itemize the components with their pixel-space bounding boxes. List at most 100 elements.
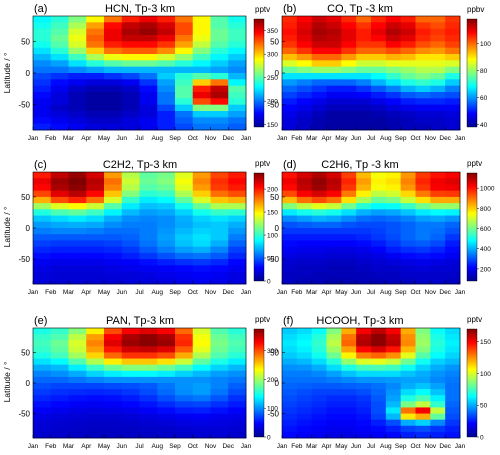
panel-d-cell: [326, 190, 342, 198]
panel-a-y-ticks: 50 0 -50: [18, 37, 36, 110]
panel-d-cell: [400, 209, 416, 216]
panel-a-cell: [192, 98, 211, 106]
panel-b-cell: [356, 104, 372, 112]
panel-a-cell: [139, 54, 158, 61]
panel-b-cell: [282, 85, 298, 93]
panel-a-cell: [33, 35, 52, 42]
panel-c-cell: [175, 265, 194, 272]
panel-a-cell: [175, 66, 194, 74]
panel-f-cell: [371, 358, 387, 366]
panel-e-cell: [68, 358, 87, 366]
panel-b-cell: [356, 79, 372, 87]
panel-a-cell: [210, 28, 229, 36]
panel-c-colorbar-tick-label: 0: [267, 279, 271, 286]
panel-c-cell: [210, 265, 229, 272]
panel-e-cell: [139, 352, 158, 359]
panel-a-cell: [121, 28, 140, 36]
panel-f-cell: [430, 431, 446, 439]
panel-f-title: HCOOH, Tp-3 km: [316, 315, 403, 327]
panel-e-cell: [192, 383, 211, 390]
panel-c-cell: [175, 178, 194, 185]
panel-b-cell: [371, 41, 387, 49]
panel-c-cell: [50, 172, 69, 179]
panel-e-cell: [210, 431, 229, 439]
panel-a-x-tick-label: Jan: [241, 135, 252, 142]
panel-b-cell: [326, 98, 342, 106]
panel-f-cell: [341, 413, 357, 421]
panel-f-cell: [311, 346, 327, 353]
panel-e-cell: [68, 407, 87, 414]
panel-e-cell: [33, 419, 52, 427]
panel-b-cell: [371, 123, 387, 131]
panel-d-colorbar-tick-label: 1000: [480, 186, 495, 193]
panel-b-cell: [282, 104, 298, 112]
panel-d-colorbar-tick-label: 600: [480, 226, 491, 233]
panel-b-cell: [326, 28, 342, 36]
panel-d-cell: [311, 277, 327, 285]
panel-c-cell: [192, 271, 211, 279]
panel-a-cell: [228, 54, 247, 61]
panel-b-cell: [430, 28, 446, 36]
panel-f-cell: [296, 407, 313, 414]
panel-a-cell: [86, 35, 105, 42]
panel-d-x-tick-label: Jan: [277, 289, 288, 296]
panel-a-colorbar-tick-label: 350: [267, 28, 278, 35]
panel-e-cell: [175, 425, 194, 433]
panel-a-cell: [228, 22, 247, 30]
panel-f-cell: [445, 401, 461, 408]
panel-b-cell: [282, 54, 298, 61]
panel-d-cell: [296, 234, 313, 241]
panel-b-cell: [371, 73, 387, 80]
panel-a-cell: [68, 123, 87, 131]
panel-d-cell: [356, 277, 372, 285]
panel-b-cell: [326, 47, 342, 55]
panel-a-cell: [228, 123, 247, 131]
panel-f-cell: [430, 340, 446, 347]
panel-b-x-tick-label: Jan: [455, 135, 466, 142]
panel-b-cell: [356, 111, 372, 118]
panel-d-cell: [430, 190, 446, 198]
panel-a-heatmap: [33, 16, 247, 131]
panel-f-cell: [445, 364, 461, 372]
panel-c-cell: [50, 209, 69, 216]
panel-c-cell: [121, 215, 140, 223]
panel-e-cell: [157, 425, 176, 433]
panel-e-y-tick-label: 50: [21, 348, 30, 357]
panel-f-cell: [296, 419, 313, 427]
panel-f-cell: [371, 334, 387, 341]
panel-f-cell: [296, 334, 313, 341]
panel-f-cell: [311, 334, 327, 341]
panel-c-cell: [121, 277, 140, 285]
panel-a-cell: [121, 16, 140, 23]
panel-c-cell: [86, 259, 105, 266]
panel-d-cell: [385, 277, 402, 285]
panel-b-cell: [371, 47, 387, 55]
panel-e-cell: [175, 352, 194, 359]
panel-f-cell: [445, 376, 461, 384]
panel-a-cell: [228, 28, 247, 36]
panel-c-cell: [228, 277, 247, 285]
panel-c-cell: [86, 196, 105, 204]
panel-b: CO, Tp -3 km (b) ppbv Jan Feb Mar Apr May Jun…: [267, 3, 491, 142]
panel-b-cell: [341, 92, 357, 99]
panel-f-cell: [430, 370, 446, 378]
panel-c-cell: [104, 265, 123, 272]
panel-e-cell: [139, 431, 158, 439]
panel-a-cell: [157, 92, 176, 99]
panel-a-cell: [210, 41, 229, 49]
panel-d-cell: [326, 184, 342, 192]
panel-f-x-tick-label: Dec: [439, 443, 451, 450]
panel-a-cell: [121, 54, 140, 61]
panel-c-colorbar-ticks: 0 50 100 150 200: [264, 187, 278, 286]
panel-b-cell: [385, 41, 402, 49]
panel-f-cell: [326, 425, 342, 433]
panel-a-cell: [121, 47, 140, 55]
panel-d-cell: [415, 265, 431, 272]
panel-a-cell: [86, 60, 105, 68]
panel-b-cell: [311, 47, 327, 55]
panel-d-cell: [445, 234, 461, 241]
panel-d-cell: [400, 259, 416, 266]
panel-b-cell: [415, 54, 431, 61]
panel-d-x-tick-label: Dec: [439, 289, 451, 296]
panel-e-cell: [86, 328, 105, 335]
